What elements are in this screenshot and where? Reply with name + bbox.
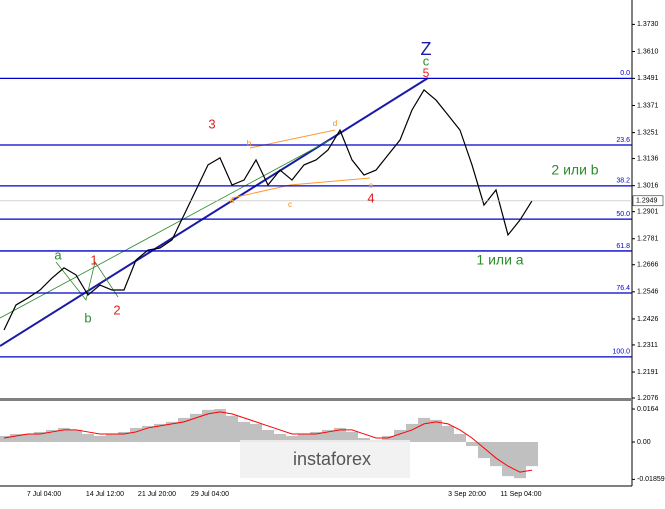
osc-bar xyxy=(418,417,430,442)
osc-bar xyxy=(154,423,166,442)
osc-bar xyxy=(262,429,274,442)
x-tick-label: 7 Jul 04:00 xyxy=(27,491,61,498)
y-tick-label: 1.3371 xyxy=(637,102,659,109)
osc-bar xyxy=(82,433,94,442)
osc-bar xyxy=(430,419,442,442)
y-tick-label: 1.2191 xyxy=(637,369,659,376)
osc-bar xyxy=(274,433,286,442)
osc-y-tick-label: 0.00 xyxy=(637,439,651,446)
osc-bar xyxy=(94,435,106,442)
annotation: 2 xyxy=(113,302,120,317)
y-tick-label: 1.3610 xyxy=(637,48,659,55)
osc-bar xyxy=(346,431,358,442)
osc-bar xyxy=(214,409,226,442)
osc-bar xyxy=(334,427,346,442)
trend-line-green xyxy=(0,139,331,319)
annotation: a xyxy=(230,196,235,205)
x-tick-label: 11 Sep 04:00 xyxy=(500,491,541,498)
osc-bar xyxy=(238,421,250,442)
annotation: a xyxy=(54,247,62,262)
osc-bar xyxy=(58,427,70,442)
x-tick-label: 3 Sep 20:00 xyxy=(448,491,486,498)
osc-bar xyxy=(226,415,238,442)
channel-line xyxy=(231,177,371,199)
y-tick-label: 1.3251 xyxy=(637,129,659,136)
osc-signal xyxy=(3,411,533,473)
price-line xyxy=(3,88,533,331)
annotation: 1 xyxy=(90,252,97,267)
fib-label: 50.0 xyxy=(616,211,630,218)
x-tick-label: 29 Jul 04:00 xyxy=(191,491,229,498)
osc-bar xyxy=(466,441,478,447)
annotation: d xyxy=(333,119,337,128)
fib-label: 23.6 xyxy=(616,137,630,144)
annotation: 5 xyxy=(423,66,430,80)
osc-y-tick-label: -0.01859 xyxy=(637,476,665,483)
osc-bar xyxy=(358,437,370,442)
panel-separator xyxy=(0,398,632,401)
osc-bar xyxy=(526,441,538,467)
y-tick-label: 1.3136 xyxy=(637,155,659,162)
fib-label: 0.0 xyxy=(620,70,630,77)
y-tick-label: 1.2901 xyxy=(637,208,659,215)
osc-bar xyxy=(166,421,178,442)
osc-bar xyxy=(0,435,10,442)
y-tick-label: 1.2666 xyxy=(637,262,659,269)
osc-bar xyxy=(310,431,322,442)
annotation: Z xyxy=(421,39,432,59)
current-price-box xyxy=(632,195,664,207)
osc-bar xyxy=(382,435,394,442)
y-tick-label: 1.2781 xyxy=(637,236,659,243)
osc-bar xyxy=(70,429,82,442)
osc-bar xyxy=(406,423,418,442)
y-tick-label: 1.3016 xyxy=(637,183,659,190)
annotation: c xyxy=(423,53,430,68)
osc-bar xyxy=(178,417,190,442)
x-tick-label: 14 Jul 12:00 xyxy=(86,491,124,498)
osc-bar xyxy=(22,433,34,442)
osc-bar xyxy=(106,433,118,442)
wave-line xyxy=(55,261,119,301)
annotation: 4 xyxy=(367,190,374,205)
osc-bar xyxy=(10,433,22,442)
annotation: c xyxy=(288,200,292,209)
annotation: e xyxy=(369,181,374,190)
y-tick-label: 1.2311 xyxy=(637,342,658,349)
fib-label: 76.4 xyxy=(616,285,630,292)
fib-label: 100.0 xyxy=(612,349,630,356)
osc-y-tick-label: 0.0164 xyxy=(637,406,659,413)
x-tick-label: 21 Jul 20:00 xyxy=(138,491,176,498)
annotation: b xyxy=(247,139,252,148)
watermark: instaforex xyxy=(293,449,371,469)
osc-bar xyxy=(454,433,466,442)
osc-bar xyxy=(286,435,298,442)
fib-label: 38.2 xyxy=(616,178,630,185)
annotation: 3 xyxy=(208,116,215,131)
osc-bar xyxy=(202,409,214,442)
osc-bar xyxy=(442,425,454,442)
fib-label: 61.8 xyxy=(616,243,630,250)
osc-bar xyxy=(118,431,130,442)
osc-bar xyxy=(34,431,46,442)
annotation: 2 или b xyxy=(551,162,598,178)
y-tick-label: 1.2546 xyxy=(637,289,659,296)
annotation: 1 или a xyxy=(476,252,523,268)
osc-bar xyxy=(514,441,526,479)
osc-bar xyxy=(250,423,262,442)
y-tick-label: 1.3491 xyxy=(637,75,659,82)
osc-bar xyxy=(298,433,310,442)
watermark-box xyxy=(240,440,410,478)
y-tick-label: 1.2076 xyxy=(637,395,659,402)
osc-bar xyxy=(502,441,514,477)
osc-bar xyxy=(190,413,202,442)
y-tick-label: 1.3730 xyxy=(637,21,659,28)
trend-line xyxy=(0,77,429,347)
current-price: 1.2949 xyxy=(636,198,658,205)
y-tick-label: 1.2426 xyxy=(637,316,659,323)
osc-bar xyxy=(142,425,154,442)
annotation: b xyxy=(84,310,91,325)
